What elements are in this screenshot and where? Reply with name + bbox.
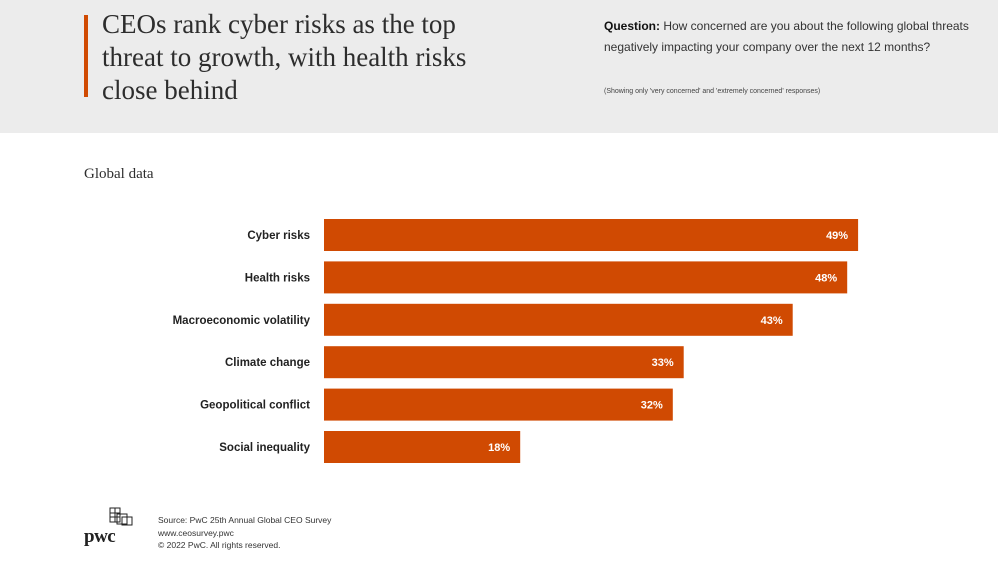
bar-2 <box>324 303 793 336</box>
value-label-5: 18% <box>488 442 510 454</box>
page-title: CEOs rank cyber risks as the top threat … <box>102 9 467 105</box>
value-label-0: 49% <box>826 230 848 242</box>
question-label: Question: <box>604 19 660 33</box>
pwc-logo-text: pwc <box>84 526 116 547</box>
category-label-1: Health risks <box>245 272 310 284</box>
question-body: How concerned are you about the followin… <box>604 19 969 54</box>
bar-5 <box>324 431 521 463</box>
question-text: Question: How concerned are you about th… <box>604 16 974 58</box>
header-band: CEOs rank cyber risks as the top threat … <box>0 0 998 133</box>
category-label-2: Macroeconomic volatility <box>173 315 311 327</box>
value-label-4: 32% <box>641 400 663 412</box>
source-block: Source: PwC 25th Annual Global CEO Surve… <box>158 514 331 552</box>
title-accent-bar <box>84 15 88 97</box>
category-label-4: Geopolitical conflict <box>200 400 310 412</box>
bar-0 <box>324 219 859 251</box>
category-label-3: Climate change <box>225 357 310 369</box>
bar-4 <box>324 388 673 421</box>
value-label-1: 48% <box>815 272 837 284</box>
value-label-3: 33% <box>652 357 674 369</box>
question-note: (Showing only 'very concerned' and 'extr… <box>604 88 821 95</box>
copyright-text: © 2022 PwC. All rights reserved. <box>158 540 281 550</box>
bar-1 <box>324 261 848 294</box>
pwc-logo-icon <box>109 507 133 526</box>
chart-subtitle: Global data <box>84 166 154 182</box>
source-text: Source: PwC 25th Annual Global CEO Surve… <box>158 515 332 525</box>
category-label-5: Social inequality <box>219 442 310 454</box>
category-label-0: Cyber risks <box>247 230 310 242</box>
value-label-2: 43% <box>761 315 783 327</box>
bar-3 <box>324 346 684 379</box>
source-url: www.ceosurvey.pwc <box>158 527 234 538</box>
